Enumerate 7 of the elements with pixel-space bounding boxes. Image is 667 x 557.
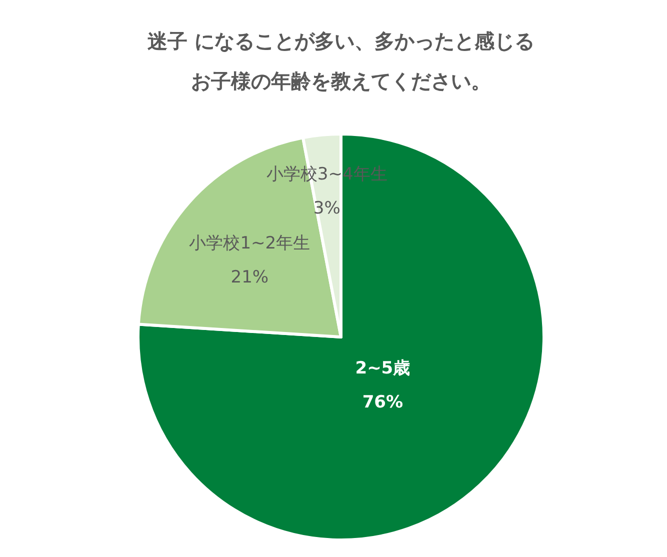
data-label: 3%	[313, 198, 340, 218]
data-label: 21%	[230, 267, 269, 288]
pie-slice	[136, 132, 546, 542]
chart-title: 迷子 になることが多い、多かったと感じるお子様の年齢を教えてください。	[146, 29, 534, 93]
data-label: 76%	[362, 392, 404, 412]
slice-label: 小学校1~2年生	[189, 233, 310, 254]
slice-label: 2~5歳	[355, 358, 410, 378]
